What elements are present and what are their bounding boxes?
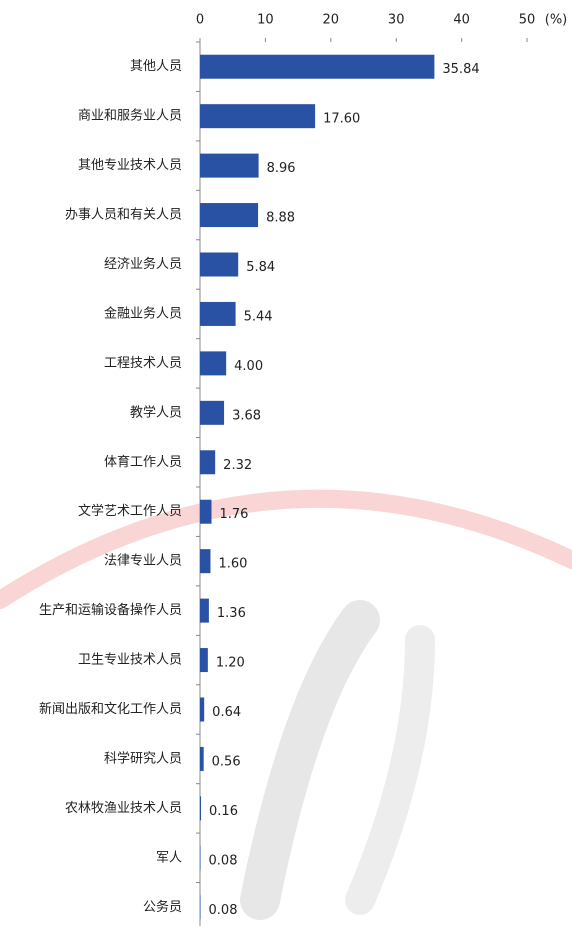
bar — [200, 747, 204, 771]
bar — [200, 450, 215, 474]
value-label: 17.60 — [323, 112, 360, 127]
y-tick-label: 新闻出版和文化工作人员 — [39, 701, 182, 717]
value-label: 3.68 — [232, 408, 261, 423]
y-tick-label: 卫生专业技术人员 — [78, 653, 182, 668]
y-tick-label: 公务员 — [143, 899, 182, 915]
y-tick-label: 其他专业技术人员 — [78, 158, 182, 173]
y-tick-label: 办事人员和有关人员 — [65, 208, 182, 223]
x-tick-label: 0 — [196, 13, 204, 28]
bar — [200, 154, 259, 178]
value-label: 0.08 — [209, 903, 238, 918]
bar — [200, 203, 258, 227]
x-tick-label: 30 — [388, 13, 405, 28]
y-tick-label: 生产和运输设备操作人员 — [39, 602, 182, 618]
value-label: 35.84 — [442, 62, 479, 77]
y-tick-label: 农林牧渔业技术人员 — [65, 801, 182, 816]
bar — [200, 55, 434, 79]
watermark — [0, 499, 572, 900]
bar — [200, 104, 315, 128]
y-tick-label: 法律专业人员 — [104, 554, 182, 569]
bar — [200, 302, 236, 326]
value-label: 8.96 — [267, 161, 296, 176]
bar — [200, 698, 204, 722]
value-label: 1.76 — [220, 507, 249, 522]
bar — [200, 500, 212, 524]
x-axis-unit: (%) — [545, 13, 568, 28]
value-label: 0.64 — [212, 705, 241, 720]
value-label: 0.08 — [209, 853, 238, 868]
bar — [200, 253, 238, 277]
bar — [200, 351, 226, 375]
y-tick-label: 工程技术人员 — [104, 356, 182, 371]
value-label: 1.60 — [218, 557, 247, 572]
y-tick-label: 其他人员 — [130, 59, 182, 74]
y-tick-label: 军人 — [156, 850, 182, 865]
bar — [200, 895, 201, 919]
y-tick-label: 经济业务人员 — [104, 256, 182, 272]
x-tick-label: 10 — [257, 13, 274, 28]
value-label: 8.88 — [266, 211, 295, 226]
bar — [200, 648, 208, 672]
value-label: 5.84 — [246, 260, 275, 275]
value-label: 1.20 — [216, 656, 245, 671]
y-tick-label: 体育工作人员 — [104, 454, 182, 470]
y-tick-label: 商业和服务业人员 — [78, 108, 182, 124]
y-tick-label: 金融业务人员 — [104, 305, 182, 321]
value-label: 1.36 — [217, 606, 246, 621]
x-tick-label: 20 — [323, 13, 340, 28]
bar — [200, 599, 209, 623]
y-tick-label: 教学人员 — [130, 404, 182, 420]
x-tick-label: 40 — [453, 13, 470, 28]
bar — [200, 401, 224, 425]
bar — [200, 846, 201, 870]
value-label: 5.44 — [244, 309, 273, 324]
y-tick-label: 文学艺术工作人员 — [78, 503, 182, 519]
chart: (%) 0 10 20 30 40 50 其他人员 35.84 商业和服务业人员 17.60 其他专… — [0, 0, 572, 926]
bar — [200, 549, 210, 573]
y-tick-label: 科学研究人员 — [104, 750, 182, 766]
value-label: 2.32 — [223, 458, 252, 473]
bar — [200, 796, 201, 820]
value-label: 0.16 — [209, 804, 238, 819]
x-tick-label: 50 — [519, 13, 536, 28]
value-label: 0.56 — [212, 754, 241, 769]
value-label: 4.00 — [234, 359, 263, 374]
